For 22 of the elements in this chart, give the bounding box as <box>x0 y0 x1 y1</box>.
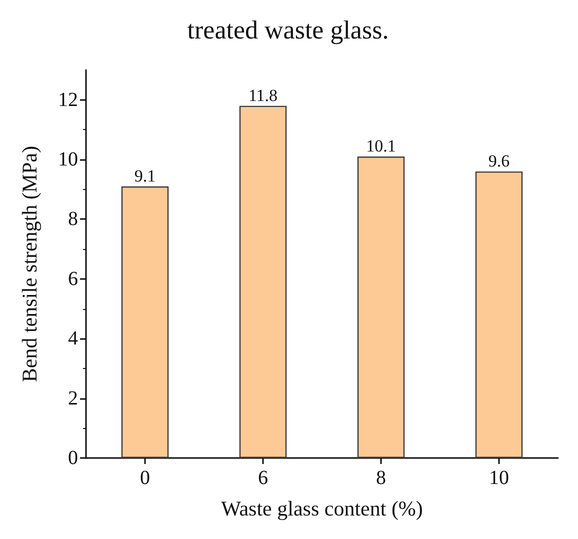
y-tick-label: 0 <box>68 447 78 469</box>
y-tick-label: 12 <box>58 88 78 111</box>
x-tick-label: 6 <box>258 467 268 489</box>
bar <box>357 156 405 458</box>
y-axis-title: Bend tensile strength (MPa) <box>18 146 42 382</box>
chart-title: treated waste glass. <box>187 16 389 44</box>
x-tick-label: 10 <box>489 467 509 489</box>
data-label: 11.8 <box>248 86 278 105</box>
x-tick-label: 0 <box>140 467 150 489</box>
y-tick-label: 8 <box>68 208 78 230</box>
x-tick-label: 8 <box>376 467 386 489</box>
y-tick-label: 2 <box>68 387 78 410</box>
bar <box>239 106 287 458</box>
y-tick-label: 10 <box>58 148 78 171</box>
data-label: 9.1 <box>134 166 156 186</box>
data-label: 9.6 <box>488 151 510 170</box>
y-tick-label: 4 <box>68 328 78 350</box>
bar <box>475 171 523 458</box>
x-axis-title: Waste glass content (%) <box>221 496 423 520</box>
data-label: 10.1 <box>366 136 396 156</box>
bar <box>121 186 169 458</box>
y-tick-label: 6 <box>68 268 78 290</box>
